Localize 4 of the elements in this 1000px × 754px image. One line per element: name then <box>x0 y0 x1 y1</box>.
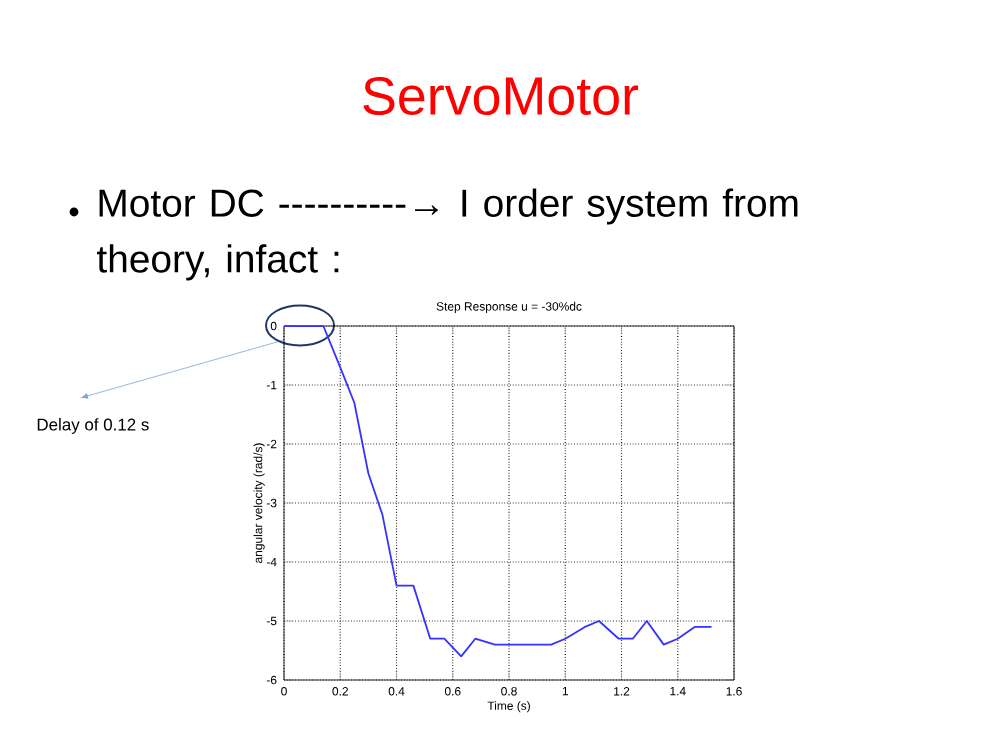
line-series <box>283 325 713 658</box>
text: Motor DC ----------→ I order system from theory, infact : <box>97 188 798 281</box>
text: ServoMotor <box>363 76 639 116</box>
text: Delay of 0.12 s <box>37 418 149 434</box>
